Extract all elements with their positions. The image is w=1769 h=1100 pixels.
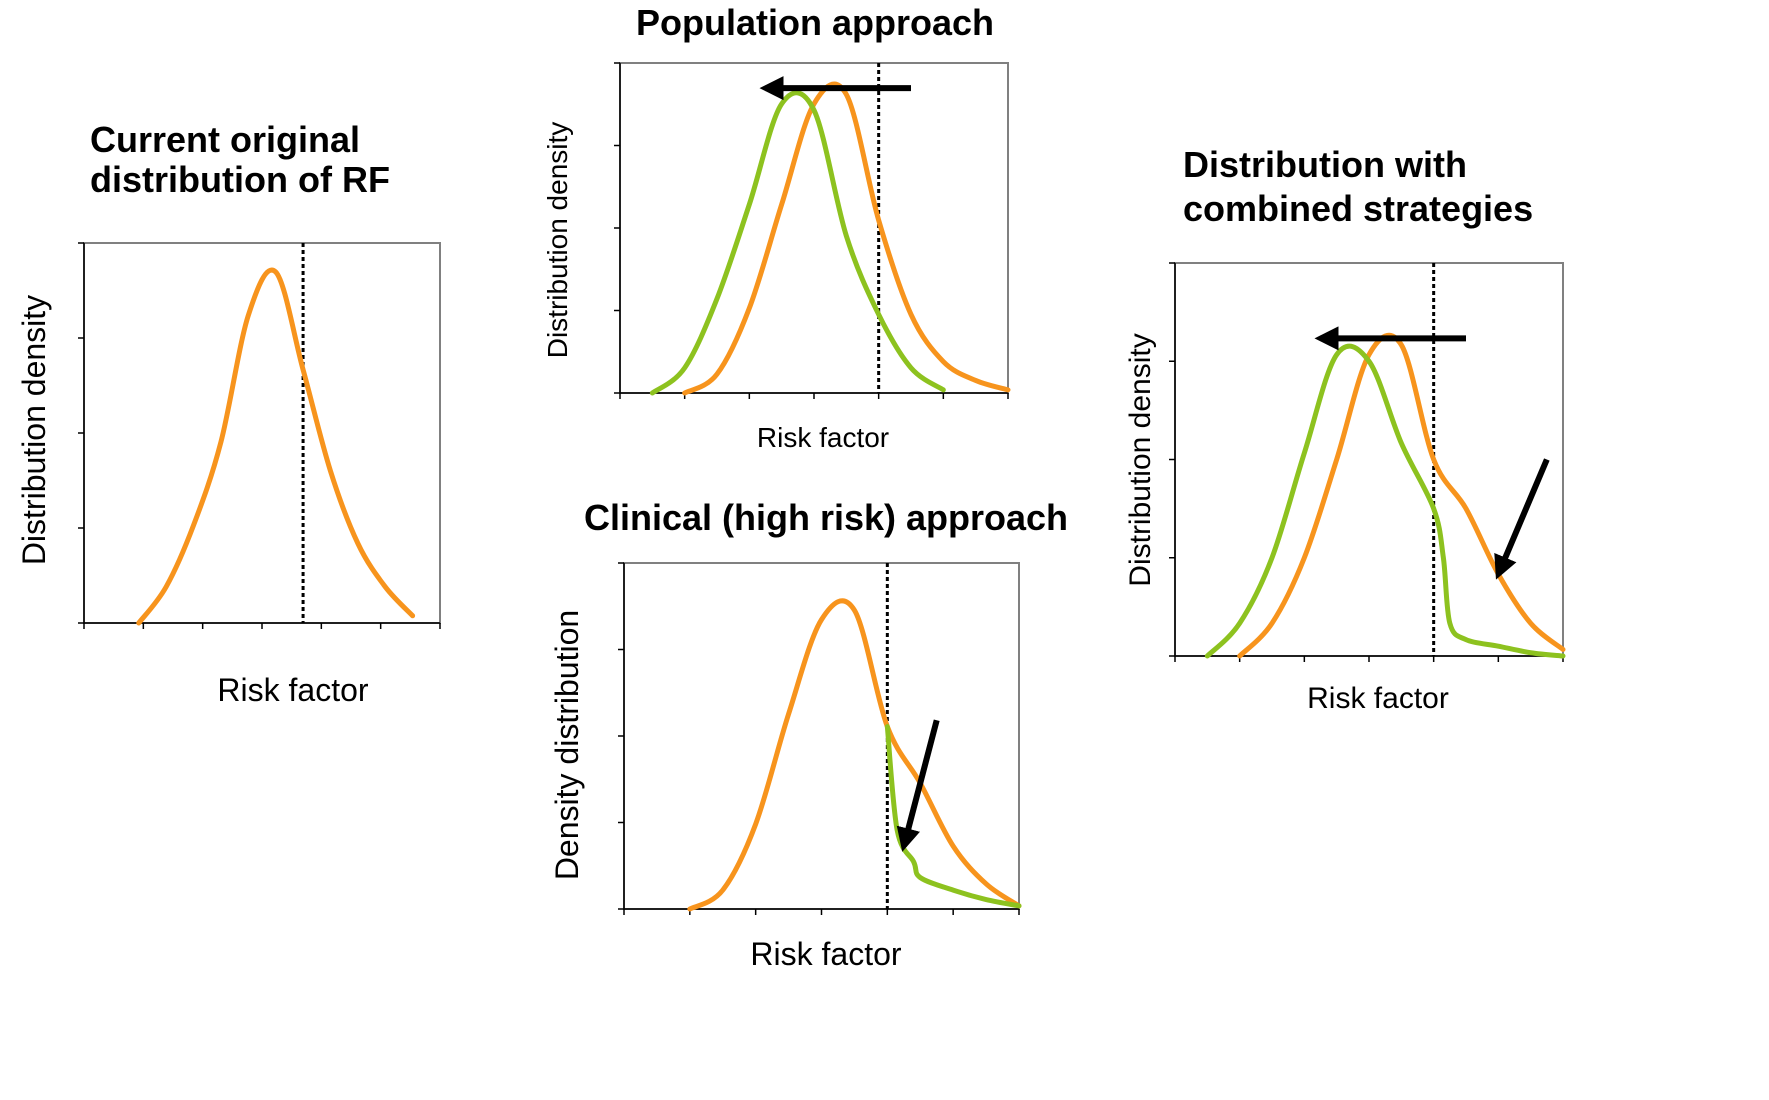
chart-current-original: Current original distribution of RF Risk… (16, 119, 441, 708)
chart-title: Clinical (high risk) approach (584, 497, 1068, 538)
chart-title-line-1: Current original (90, 119, 360, 160)
original-distribution-curve (682, 81, 1011, 396)
shifted-distribution-curve (1204, 343, 1566, 659)
chart-marks (78, 242, 441, 629)
x-axis-label: Risk factor (217, 672, 368, 708)
chart-marks (1169, 262, 1566, 662)
chart-clinical-approach: Clinical (high risk) approach Risk facto… (549, 497, 1068, 972)
chart-title-line-1: Distribution with (1183, 144, 1467, 185)
chart-marks (614, 62, 1011, 399)
chart-population-approach: Population approach Risk factor Distribu… (542, 2, 1011, 453)
x-axis-label: Risk factor (1307, 682, 1449, 715)
plot-area (83, 242, 441, 624)
y-axis-label: Density distribution (549, 610, 585, 880)
y-axis-label: Distribution density (1124, 333, 1157, 586)
chart-title-line-2: combined strategies (1183, 188, 1533, 229)
original-distribution-curve (1237, 332, 1566, 659)
original-distribution-curve (136, 267, 416, 626)
shifted-distribution-curve (649, 90, 946, 396)
shifted-distribution-curve (884, 724, 1022, 909)
chart-marks (618, 562, 1022, 915)
shift-arrow (1494, 458, 1550, 580)
x-axis-label: Risk factor (757, 422, 889, 453)
chart-combined-strategies: Distribution with combined strategies Ri… (1124, 144, 1566, 715)
chart-title-line-2: distribution of RF (90, 159, 390, 200)
y-axis-label: Distribution density (542, 122, 573, 359)
x-axis-label: Risk factor (750, 936, 901, 972)
shift-arrow (896, 719, 940, 852)
chart-title: Population approach (636, 2, 994, 43)
original-distribution-curve (687, 598, 1022, 912)
y-axis-label: Distribution density (16, 295, 52, 565)
plot-area (1174, 262, 1564, 657)
